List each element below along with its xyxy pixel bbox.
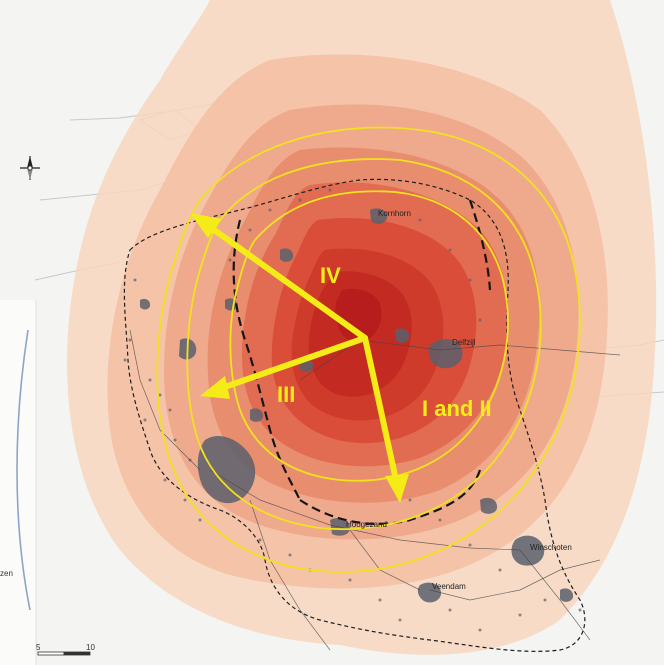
zone-label-i-and-ii: I and II — [422, 396, 492, 421]
zone-label-iii: III — [277, 382, 295, 407]
zone-boundary-inner — [229, 190, 509, 482]
arrow-zone-iii-head — [200, 376, 230, 399]
scale-bar: 5 10 — [36, 643, 95, 656]
zone-boundary-middle — [186, 158, 542, 531]
arrow-zone-iii — [219, 335, 368, 391]
scale-label-5: 5 — [36, 643, 41, 652]
road-network — [129, 329, 621, 651]
north-arrow-icon — [20, 156, 40, 180]
place-label-kornhorn: Kornhorn — [378, 209, 411, 218]
scattered-settlements — [123, 188, 582, 632]
zone-label-iv: IV — [320, 263, 341, 288]
place-label-hoogezand: Hoogezand — [346, 520, 387, 529]
arrow-zone-i-ii — [362, 335, 399, 483]
place-label-winschoten: Winschoten — [530, 543, 572, 552]
noise-contours — [67, 0, 657, 655]
scale-label-10: 10 — [86, 643, 95, 652]
place-label-delfzijl: Delfzijl — [452, 338, 476, 347]
left-panel — [0, 300, 36, 665]
arrow-zone-iv — [207, 224, 368, 341]
arrow-zone-i-ii-head — [385, 474, 409, 503]
zone-boundaries — [156, 126, 581, 573]
edge-label: zen — [0, 569, 13, 578]
dashed-boundaries — [123, 178, 586, 652]
zone-arrows — [190, 213, 409, 503]
arrow-zone-iv-head — [190, 213, 222, 238]
place-label-veendam: Veendam — [432, 582, 466, 591]
zone-boundary-outer — [156, 126, 581, 573]
heavy-dashed-boundaries — [232, 199, 492, 526]
